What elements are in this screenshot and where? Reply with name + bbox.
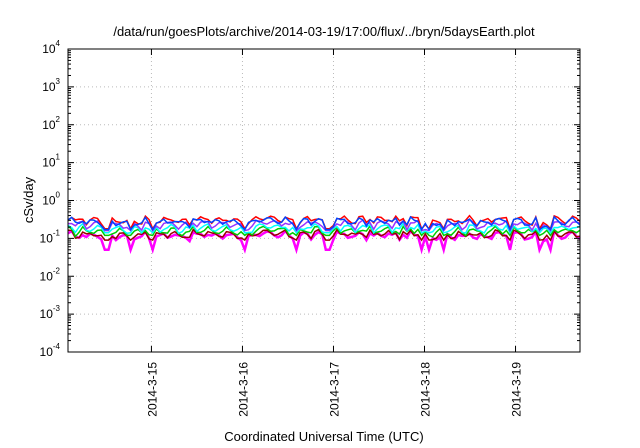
y-tick-label: 104 [42, 39, 60, 56]
series-line [67, 228, 581, 255]
chart-title: /data/run/goesPlots/archive/2014-03-19/1… [113, 24, 535, 39]
y-tick-label: 10-2 [40, 266, 61, 283]
y-tick-label: 10-4 [40, 342, 61, 359]
y-tick-label: 10-3 [40, 304, 61, 321]
series-line [67, 224, 581, 238]
y-tick-label: 102 [42, 115, 60, 132]
x-tick-label: 2014-3-19 [510, 362, 524, 417]
y-tick-label: 103 [42, 77, 60, 94]
x-tick-label: 2014-3-17 [327, 362, 341, 417]
y-tick-label: 101 [42, 153, 60, 170]
grid [68, 48, 580, 353]
x-tick-label: 2014-3-16 [236, 362, 250, 417]
series-line [67, 221, 581, 235]
y-tick-label: 100 [42, 191, 60, 208]
x-axis-label: Coordinated Universal Time (UTC) [224, 429, 423, 444]
x-tick-label: 2014-3-15 [145, 362, 159, 417]
series-group [67, 214, 581, 255]
y-tick-label: 10-1 [40, 228, 61, 245]
y-axis: 104 103 102 101 100 10-1 10-2 10-3 10-4 [40, 39, 580, 359]
x-tick-label: 2014-3-18 [419, 362, 433, 417]
y-axis-label: cSv/day [21, 176, 36, 223]
x-axis: 2014-3-15 2014-3-16 2014-3-17 2014-3-18 2014… [145, 49, 524, 417]
series-line [67, 215, 581, 232]
series-line [67, 228, 581, 242]
